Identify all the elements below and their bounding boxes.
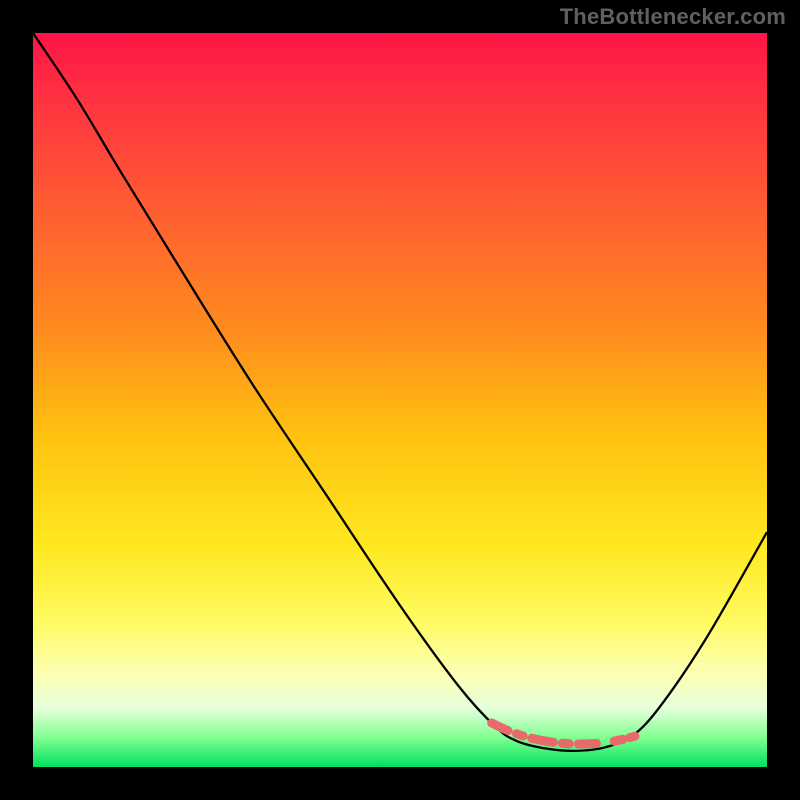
chart-container: { "watermark": { "text": "TheBottlenecke… bbox=[0, 0, 800, 800]
plot-background bbox=[33, 33, 767, 767]
watermark-text: TheBottlenecker.com bbox=[560, 4, 786, 30]
line-chart bbox=[0, 0, 800, 800]
